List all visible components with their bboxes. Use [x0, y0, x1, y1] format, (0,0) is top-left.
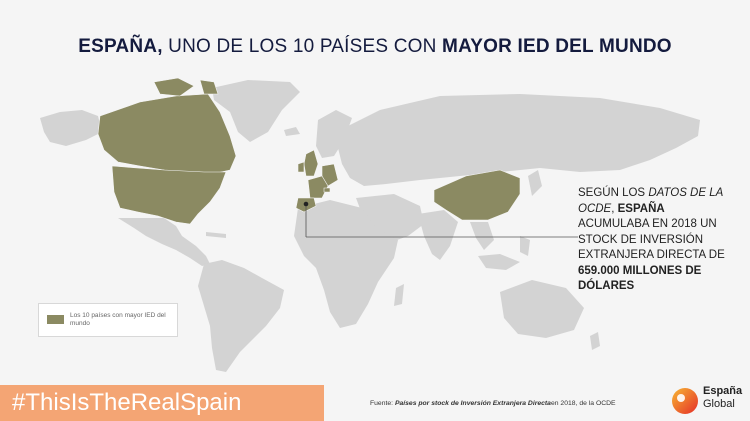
legend-swatch — [47, 315, 64, 324]
ied-callout-text: SEGÚN LOS DATOS DE LA OCDE, ESPAÑA ACUMU… — [578, 187, 725, 292]
espana-global-logo: España Global — [668, 385, 748, 417]
africa — [294, 200, 398, 328]
country-uk — [303, 149, 319, 177]
greenland — [212, 80, 300, 142]
page-title: ESPAÑA, UNO DE LOS 10 PAÍSES CON MAYOR I… — [78, 36, 672, 57]
russia-asia — [338, 94, 700, 186]
country-china — [433, 169, 521, 221]
source-note: Fuente: Países por stock de Inversión Ex… — [370, 400, 616, 407]
australia — [500, 280, 584, 338]
country-canada — [97, 93, 237, 177]
country-switzerland — [323, 187, 331, 193]
india — [418, 210, 458, 260]
scandinavia — [316, 110, 352, 158]
south-america — [198, 260, 284, 372]
hashtag-banner: #ThisIsTheRealSpain — [0, 385, 324, 421]
alaska — [40, 110, 102, 146]
country-ireland — [297, 161, 305, 173]
map-legend: Los 10 países con mayor IED del mundo — [38, 303, 178, 337]
legend-label: Los 10 países con mayor IED del mundo — [70, 312, 166, 327]
country-usa — [111, 165, 227, 225]
logo-text: España Global — [703, 385, 743, 410]
mexico-central-america — [118, 218, 210, 266]
logo-circle-icon — [672, 388, 698, 414]
